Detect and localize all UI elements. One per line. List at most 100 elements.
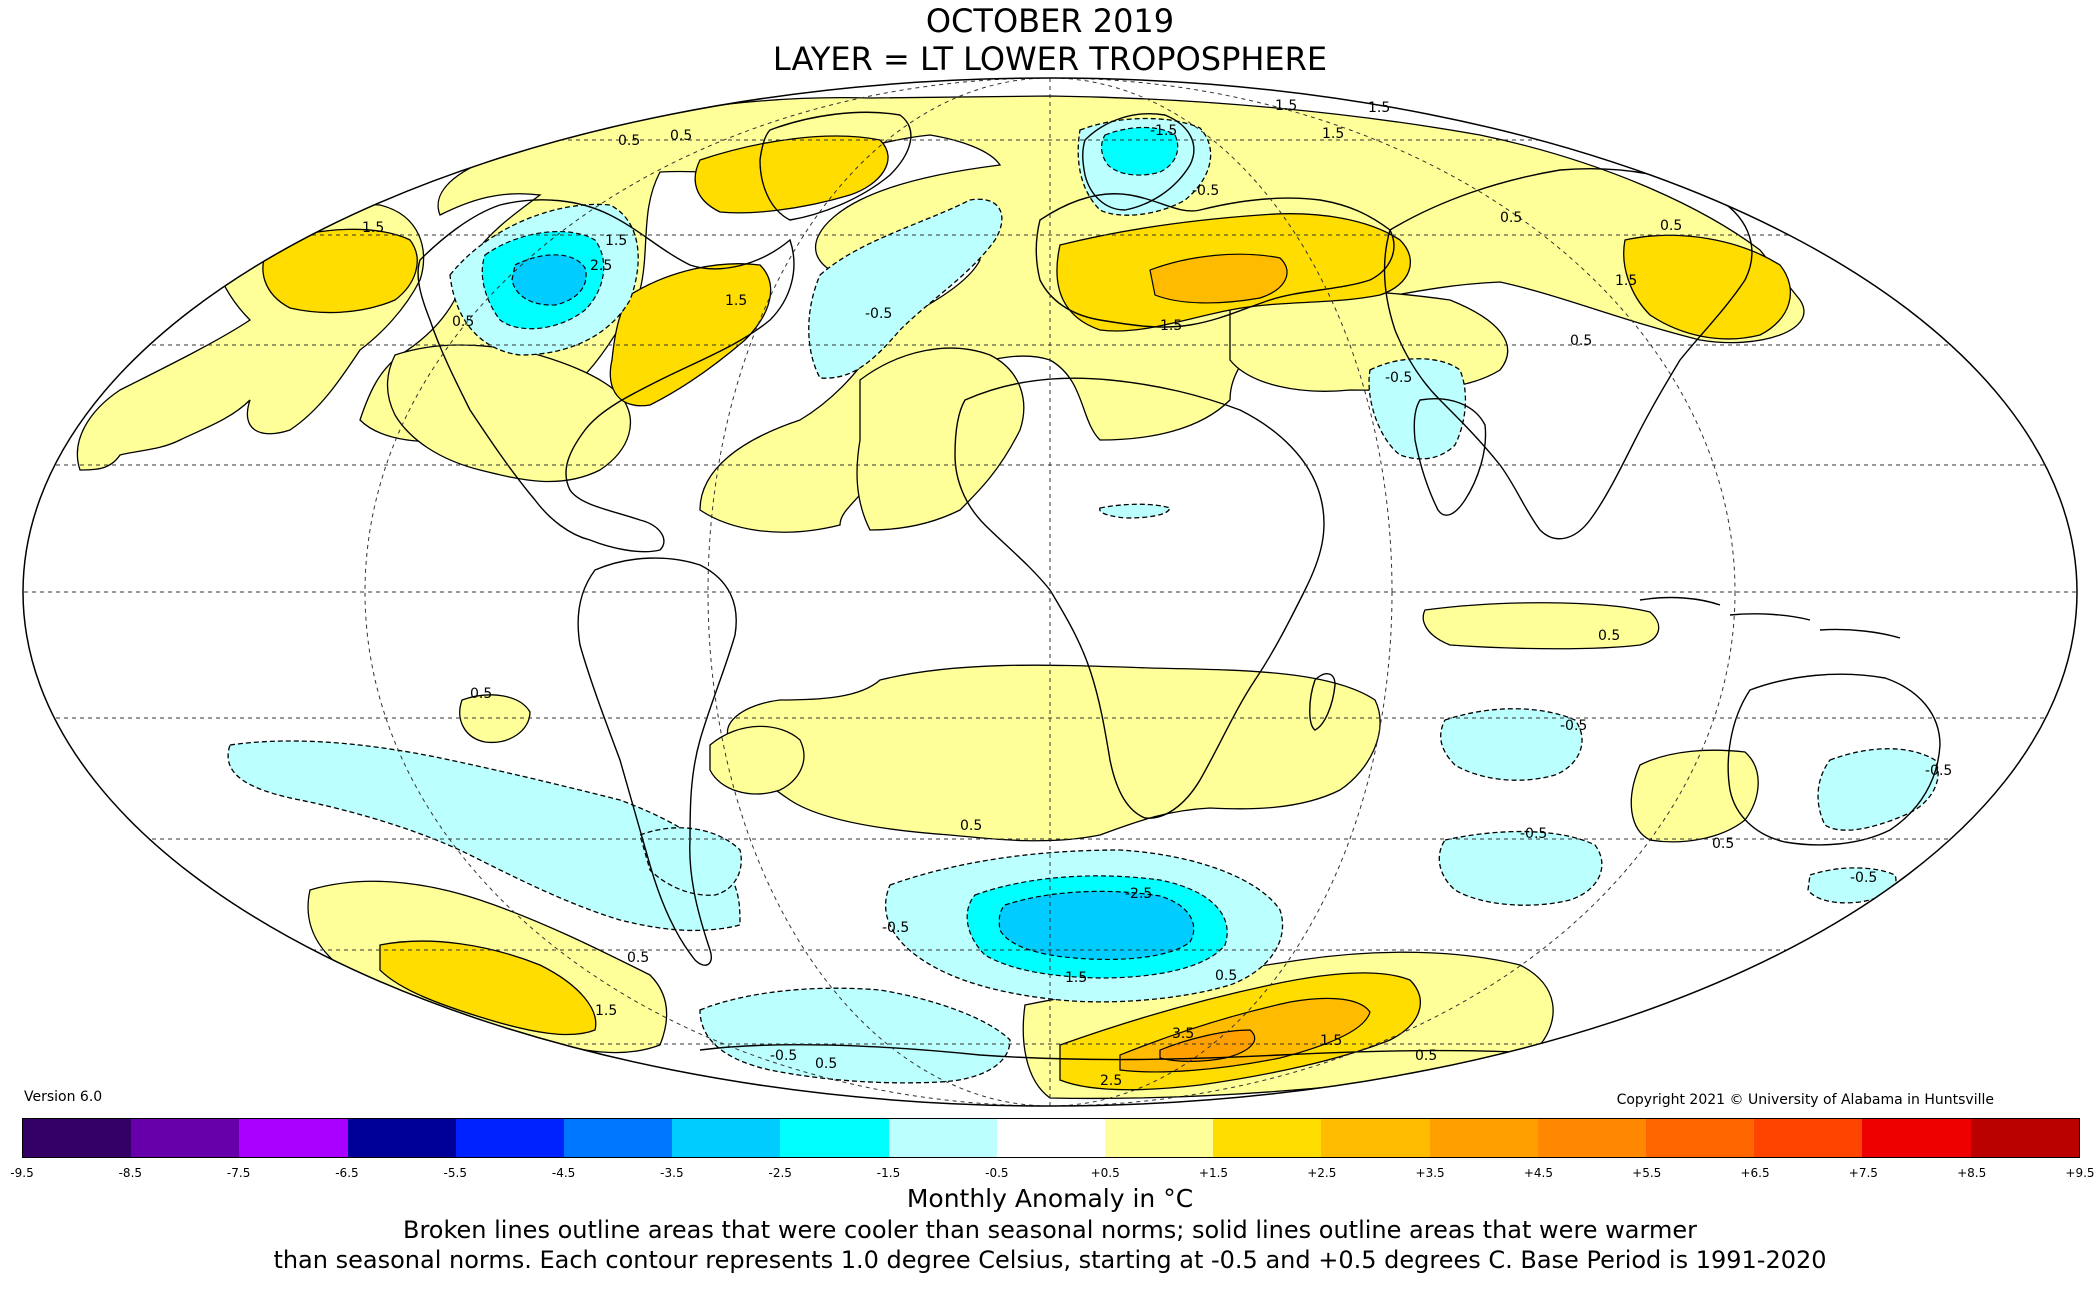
contour-label: 1.5 (1615, 273, 1637, 289)
cool-strong-regions (511, 254, 1195, 961)
coastline-indonesia (1639, 596, 1901, 639)
contour-label: -0.5 (770, 1048, 797, 1064)
colorbar-swatch (455, 1119, 565, 1157)
coastline-madagascar (1309, 673, 1336, 731)
contour-label: 0.5 (618, 133, 640, 149)
contour-label: 0.5 (470, 686, 492, 702)
contour-label: 0.5 (815, 1056, 837, 1072)
contour-label: 2.5 (590, 258, 612, 274)
copyright-label: Copyright 2021 © University of Alabama i… (1616, 1092, 1994, 1108)
contour-label: 1.5 (1160, 318, 1182, 334)
contour-label: 1.5 (1065, 970, 1087, 986)
cool-region-tasman (1817, 748, 1939, 831)
contour-label: 1.5 (1320, 1033, 1342, 1049)
coastline-scandinavia (1082, 113, 1195, 211)
contour-label: 0.5 (1598, 628, 1620, 644)
colorbar-tick-label: -3.5 (660, 1166, 684, 1180)
warm-region-canada-core (609, 263, 772, 407)
cool-region-southern-pacific-peak (998, 890, 1195, 961)
cool-region-south-of-australia (1807, 867, 1897, 904)
contour-label: 0.5 (960, 818, 982, 834)
colorbar-swatch (1429, 1119, 1538, 1157)
colorbar-swatch (780, 1119, 889, 1157)
contour-label: 1.5 (362, 220, 384, 236)
colorbar-tick-label: +1.5 (1198, 1166, 1229, 1180)
cool-region-middle-east (1368, 358, 1467, 460)
colorbar-tick-label: -8.5 (118, 1166, 143, 1180)
colorbar-swatch (672, 1119, 781, 1157)
colorbar-tick-label: -7.5 (226, 1166, 251, 1180)
graticule-meridian-120 (364, 78, 1736, 1106)
contour-label: -2.5 (1125, 886, 1152, 902)
contour-label: 0.5 (1712, 836, 1734, 852)
contour-label: 0.5 (670, 128, 692, 144)
coastline-india (1413, 398, 1487, 516)
colorbar-tick-label: -4.5 (551, 1166, 576, 1180)
warm-region-south-america (709, 725, 805, 795)
map-title: OCTOBER 2019 (925, 2, 1175, 40)
contour-label: -0.5 (1560, 718, 1587, 734)
colorbar-swatch (1646, 1119, 1755, 1157)
contour-label: 0.5 (627, 950, 649, 966)
cool-region-south-pacific-wide (227, 740, 741, 932)
coastline-australia (1727, 673, 1941, 846)
colorbar-swatch (1213, 1119, 1322, 1157)
coastline-greenland (759, 111, 912, 221)
warm-region-north-pacific-core (262, 228, 418, 314)
contour-label: -0.5 (865, 306, 892, 322)
contour-label: -0.5 (1192, 183, 1219, 199)
colorbar-tick-label: +4.5 (1523, 1166, 1553, 1180)
contour-label: -0.5 (1520, 826, 1547, 842)
legend-note-line2: than seasonal norms. Each contour repres… (273, 1246, 1827, 1274)
coastline-south-america (577, 557, 737, 966)
warm-region-europe-peak (1149, 253, 1288, 304)
colorbar-swatch (1862, 1119, 1971, 1157)
coastline-africa (954, 377, 1325, 819)
warm-region-indian-ocean (1422, 602, 1660, 650)
coastline-antarctica (699, 1043, 1561, 1061)
colorbar-tick-label: +5.5 (1632, 1166, 1662, 1180)
contour-label: 2.5 (1100, 1073, 1122, 1089)
contour-label: 1.5 (1322, 126, 1344, 142)
contour-label: 1.5 (1368, 100, 1390, 116)
contour-label: 1.5 (725, 293, 747, 309)
colorbar-tick-label: -1.5 (876, 1166, 901, 1180)
colorbar-tick-label: +6.5 (1740, 1166, 1770, 1180)
colorbar-tick-label: -9.5 (10, 1166, 34, 1180)
colorbar-ticks: -9.5 -8.5 -7.5 -6.5 -5.5 -4.5 -3.5 -2.5 -1.5 -0.5… (10, 1166, 2094, 1184)
colorbar-swatch (1105, 1119, 1214, 1157)
cool-region-antarctic-peninsula (699, 987, 1011, 1084)
colorbar-tick-label: +3.5 (1415, 1166, 1445, 1180)
contour-label: 1.5 (1275, 98, 1297, 114)
contour-label: 0.5 (452, 314, 474, 330)
version-label: Version 6.0 (24, 1089, 103, 1105)
contour-label: -0.5 (1385, 370, 1412, 386)
contour-label: 3.5 (1172, 1026, 1194, 1042)
colorbar-swatch (347, 1119, 456, 1157)
colorbar (22, 1118, 2080, 1158)
contour-label: -0.5 (882, 920, 909, 936)
contour-label: -0.5 (1925, 763, 1952, 779)
anomaly-regions (76, 95, 1939, 1100)
cool-region-north-atlantic (808, 198, 1003, 379)
colorbar-swatch (1970, 1119, 2079, 1157)
cool-region-southern-indian (1438, 830, 1603, 906)
warm-region-south-pacific-core (379, 940, 597, 1036)
contour-label: -1.5 (1150, 123, 1177, 139)
contour-label: 0.5 (1570, 333, 1592, 349)
graticule-meridian-60 (707, 78, 1393, 1106)
contour-label: 0.5 (1660, 218, 1682, 234)
colorbar-tick-label: -5.5 (443, 1166, 467, 1180)
colorbar-tick-label: +8.5 (1957, 1166, 1987, 1180)
colorbar-tick-label: +9.5 (2065, 1166, 2095, 1180)
colorbar-swatch (1754, 1119, 1863, 1157)
colorbar-swatch (996, 1119, 1106, 1157)
cool-region-indian-ocean-south (1440, 708, 1583, 781)
warm-region-southeast-pacific (459, 694, 531, 744)
colorbar-tick-label: +2.5 (1307, 1166, 1337, 1180)
graticule (23, 78, 2077, 1106)
contour-label: 0.5 (1215, 968, 1237, 984)
colorbar-tick-label: +7.5 (1848, 1166, 1878, 1180)
colorbar-tick-label: +0.5 (1090, 1166, 1120, 1180)
contour-label: 0.5 (1500, 210, 1522, 226)
